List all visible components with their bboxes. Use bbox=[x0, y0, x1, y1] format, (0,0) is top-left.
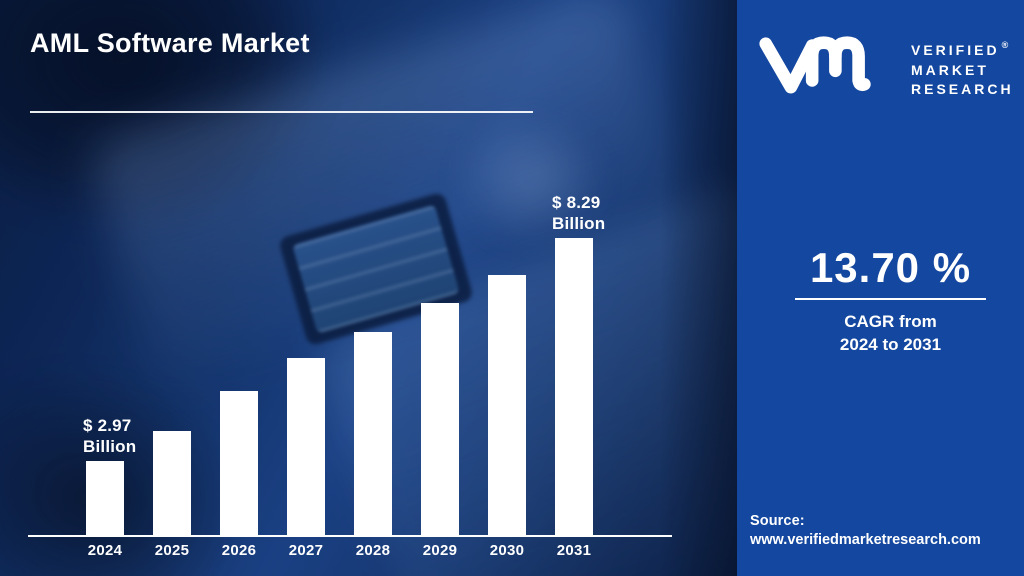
source-block: Source: www.verifiedmarketresearch.com bbox=[750, 512, 981, 550]
x-axis-line bbox=[28, 535, 672, 537]
brand-name: VERIFIED ® MARKET RESEARCH bbox=[911, 36, 1014, 100]
value-label-2031: $ 8.29 Billion bbox=[552, 193, 606, 233]
cagr-caption: CAGR from 2024 to 2031 bbox=[757, 310, 1024, 356]
bar-2029 bbox=[421, 303, 459, 535]
x-tick-2025: 2025 bbox=[154, 542, 190, 559]
registered-trademark: ® bbox=[1001, 40, 1009, 50]
page-title: AML Software Market bbox=[30, 28, 310, 58]
brand-line-2: MARKET bbox=[911, 61, 989, 78]
bar-2024 bbox=[86, 461, 124, 535]
bar-2028 bbox=[354, 332, 392, 535]
x-tick-2024: 2024 bbox=[87, 542, 123, 559]
source-url[interactable]: www.verifiedmarketresearch.com bbox=[750, 532, 981, 548]
x-tick-2027: 2027 bbox=[288, 542, 324, 559]
x-tick-2029: 2029 bbox=[422, 542, 458, 559]
bar-2030 bbox=[488, 275, 526, 535]
brand-line-1: VERIFIED bbox=[911, 42, 1000, 58]
x-tick-2031: 2031 bbox=[556, 542, 592, 559]
cagr-caption-line-1: CAGR from bbox=[844, 312, 937, 331]
bar-2025 bbox=[153, 431, 191, 535]
bar-chart: 2024 2025 2026 2027 2028 2029 2030 2031 $ 2.97 B… bbox=[28, 193, 672, 559]
cagr-caption-line-2: 2024 to 2031 bbox=[839, 335, 942, 354]
title-underline bbox=[30, 111, 533, 113]
cagr-underline bbox=[795, 298, 986, 300]
bar-2027 bbox=[287, 358, 325, 535]
bar-2031 bbox=[555, 238, 593, 535]
x-tick-2030: 2030 bbox=[489, 542, 525, 559]
brand-panel: VERIFIED ® MARKET RESEARCH 13.70 % CAGR f… bbox=[737, 0, 1024, 576]
vmr-monogram-icon bbox=[759, 36, 871, 94]
value-label-2024: $ 2.97 Billion bbox=[83, 416, 137, 456]
x-tick-2026: 2026 bbox=[221, 542, 257, 559]
cagr-value: 13.70 % bbox=[809, 244, 972, 291]
brand-line-3: RESEARCH bbox=[911, 81, 1014, 97]
x-tick-2028: 2028 bbox=[355, 542, 391, 559]
source-label: Source: bbox=[750, 513, 805, 529]
bar-2026 bbox=[220, 391, 258, 535]
vmr-logo: VERIFIED ® MARKET RESEARCH bbox=[757, 32, 1012, 98]
